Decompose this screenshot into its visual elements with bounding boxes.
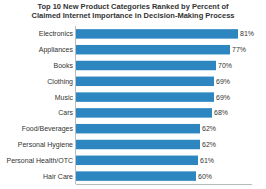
data-label: 61% bbox=[200, 157, 214, 164]
data-label: 81% bbox=[240, 30, 254, 37]
data-label: 60% bbox=[198, 173, 212, 180]
category-label: Books bbox=[54, 62, 74, 69]
category-label: Appliances bbox=[39, 46, 74, 54]
title: Top 10 New Product Categories Ranked by … bbox=[32, 2, 235, 20]
bar bbox=[76, 171, 196, 180]
data-label: 77% bbox=[232, 46, 246, 53]
bar bbox=[76, 92, 214, 101]
title-line: Claimed Internet Importance in Decision-… bbox=[32, 11, 235, 20]
bar bbox=[76, 140, 200, 149]
bar bbox=[76, 45, 230, 54]
category-label: Personal Hygiene bbox=[18, 141, 73, 149]
chart: Top 10 New Product Categories Ranked by … bbox=[0, 0, 266, 189]
data-label: 69% bbox=[216, 94, 230, 101]
title-line: Top 10 New Product Categories Ranked by … bbox=[37, 2, 229, 11]
bar bbox=[76, 29, 238, 38]
category-label: Cars bbox=[58, 109, 73, 116]
bar bbox=[76, 61, 216, 70]
data-label: 62% bbox=[202, 141, 216, 148]
bar bbox=[76, 77, 214, 86]
bar bbox=[76, 108, 212, 117]
data-label: 70% bbox=[218, 62, 232, 69]
data-label: 62% bbox=[202, 125, 216, 132]
y-axis-line bbox=[75, 26, 76, 184]
bar bbox=[76, 156, 198, 165]
bar bbox=[76, 124, 200, 133]
category-label: Music bbox=[55, 94, 74, 101]
category-label: Electronics bbox=[39, 30, 74, 37]
data-label: 68% bbox=[214, 109, 228, 116]
category-label: Personal Health/OTC bbox=[6, 157, 73, 164]
data-label: 69% bbox=[216, 78, 230, 85]
category-label: Clothing bbox=[47, 78, 73, 86]
x-axis-line bbox=[76, 184, 252, 185]
bars bbox=[76, 29, 238, 181]
category-label: Hair Care bbox=[43, 173, 73, 180]
category-label: Food/Beverages bbox=[22, 125, 74, 133]
